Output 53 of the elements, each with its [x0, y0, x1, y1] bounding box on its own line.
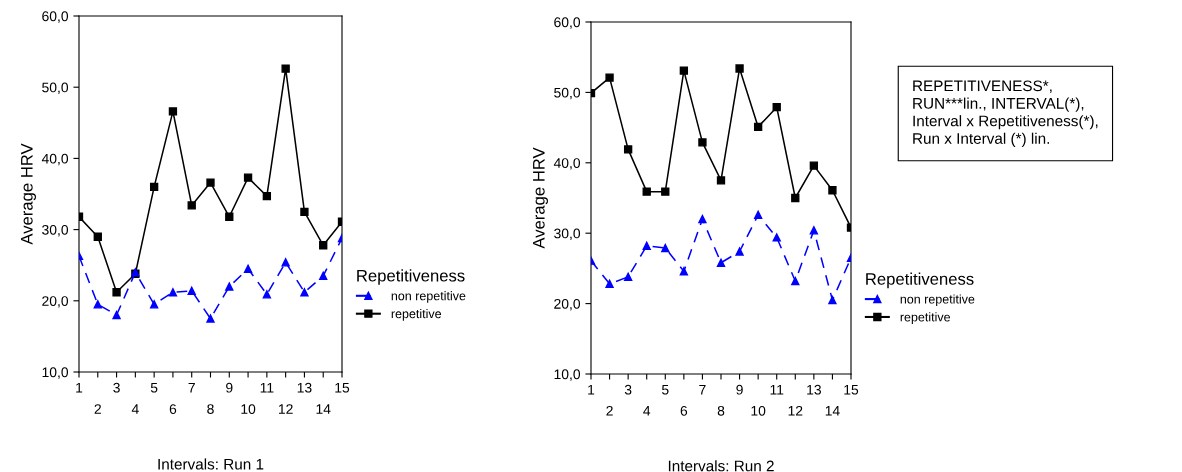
text: REPETITIVENESS*, RUN***lin., INTERVAL(*), Interval x Repetitiveness(*), Run x Interval (*) lin.	[913, 80, 1098, 147]
x-tick-label: 3	[113, 382, 120, 393]
x-tick-label: 8	[207, 404, 214, 414]
x-tick-label: 14	[316, 404, 331, 414]
x-tick-label: 6	[169, 404, 177, 414]
y-tick-label: 50,0	[554, 87, 581, 100]
x-tick-label: 15	[844, 384, 859, 395]
x-tick-label: 13	[807, 384, 821, 395]
y-tick-label: 20,0	[42, 296, 69, 308]
legend-label: repetitive	[391, 309, 442, 321]
x-tick-label: 8	[717, 405, 725, 416]
y-tick-label: 40,0	[553, 158, 581, 170]
x-tick-label: 1	[588, 384, 595, 395]
x-tick-label: 15	[335, 382, 350, 393]
y-axis-title: Average HRV	[533, 147, 548, 249]
x-tick-label: 10	[241, 404, 256, 414]
x-tick-label: 2	[606, 405, 613, 416]
x-tick-label: 6	[680, 405, 688, 416]
x-tick-label: 7	[699, 384, 706, 395]
x-axis-title: Intervals: Run 1	[158, 458, 264, 470]
legend-label: non repetitive	[391, 291, 466, 303]
x-tick-label: 12	[278, 404, 293, 414]
x-tick-label: 5	[150, 382, 158, 393]
legend-title: Repetitiveness	[357, 269, 465, 285]
y-tick-label: 10,0	[42, 367, 69, 379]
legend-label: non repetitive	[900, 294, 975, 307]
y-tick-label: 60,0	[42, 11, 69, 23]
y-tick-label: 10,0	[554, 369, 581, 381]
x-tick-label: 3	[624, 384, 632, 395]
legend-title: Repetitiveness	[866, 272, 974, 289]
x-tick-label: 5	[661, 384, 669, 395]
x-tick-label: 4	[643, 406, 651, 416]
y-tick-label: 30,0	[554, 228, 581, 241]
x-tick-label: 9	[736, 384, 743, 395]
x-tick-label: 12	[788, 405, 803, 416]
x-tick-label: 1	[76, 382, 83, 393]
x-tick-label: 9	[226, 382, 233, 393]
y-tick-label: 20,0	[554, 298, 581, 311]
x-tick-label: 4	[131, 404, 139, 414]
x-tick-label: 10	[751, 405, 766, 416]
y-tick-label: 60,0	[554, 17, 581, 29]
x-tick-label: 11	[770, 384, 784, 395]
x-axis-title: Intervals: Run 2	[668, 460, 774, 472]
x-tick-label: 7	[188, 382, 195, 393]
x-tick-label: 2	[94, 404, 101, 414]
x-tick-label: 13	[297, 382, 312, 393]
y-tick-label: 30,0	[42, 224, 69, 237]
x-tick-label: 14	[825, 406, 840, 416]
x-tick-label: 11	[260, 382, 274, 393]
y-tick-label: 50,0	[42, 82, 69, 95]
legend-label: repetitive	[900, 312, 951, 324]
y-axis-title: Average HRV	[21, 143, 36, 245]
y-tick-label: 40,0	[41, 153, 69, 166]
